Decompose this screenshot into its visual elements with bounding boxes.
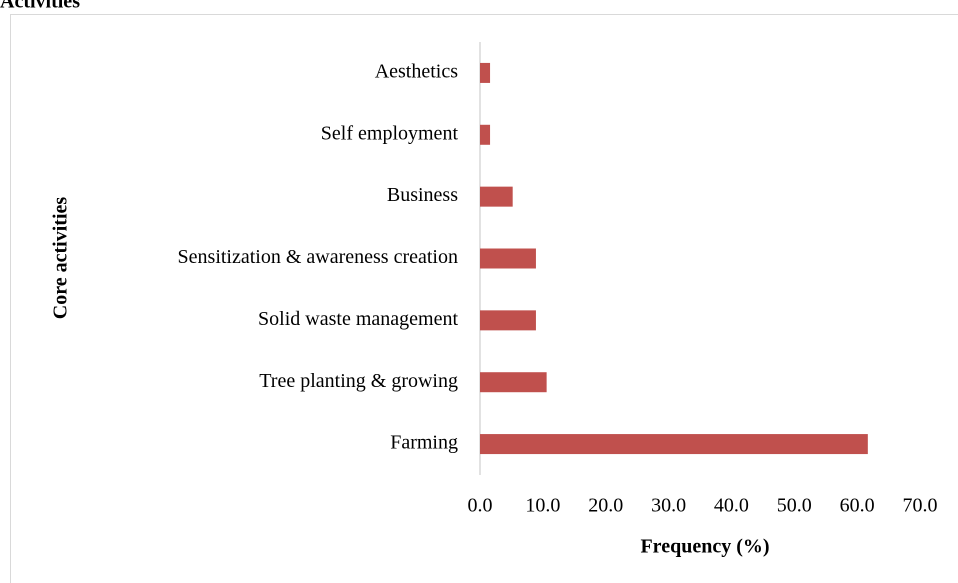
y-tick-label: Business [387,184,458,206]
y-tick-label: Self employment [321,122,459,144]
x-tick-label: 0.0 [468,495,493,517]
bar [480,124,491,145]
chart-border [10,14,958,583]
x-tick-label: 60.0 [840,495,875,517]
bar [480,372,547,393]
y-tick-label: Aesthetics [375,61,459,83]
bar [480,186,513,207]
x-tick-label: 50.0 [777,495,812,517]
y-tick-label: Farming [390,432,458,454]
y-tick-label: Sensitization & awareness creation [178,246,458,268]
y-tick-label: Tree planting & growing [259,370,458,392]
x-tick-label: 40.0 [714,495,749,517]
bar [480,310,536,331]
x-tick-label: 10.0 [525,495,560,517]
y-tick-label: Solid waste management [258,308,458,330]
y-axis-label: Core activities [50,197,72,320]
bar [480,434,868,455]
x-tick-label: 70.0 [903,495,938,517]
bar [480,62,491,83]
bar [480,248,536,269]
x-axis-label: Frequency (%) [640,536,769,558]
chart-title: Activities [0,0,80,13]
x-tick-label: 30.0 [651,495,686,517]
x-tick-label: 20.0 [588,495,623,517]
